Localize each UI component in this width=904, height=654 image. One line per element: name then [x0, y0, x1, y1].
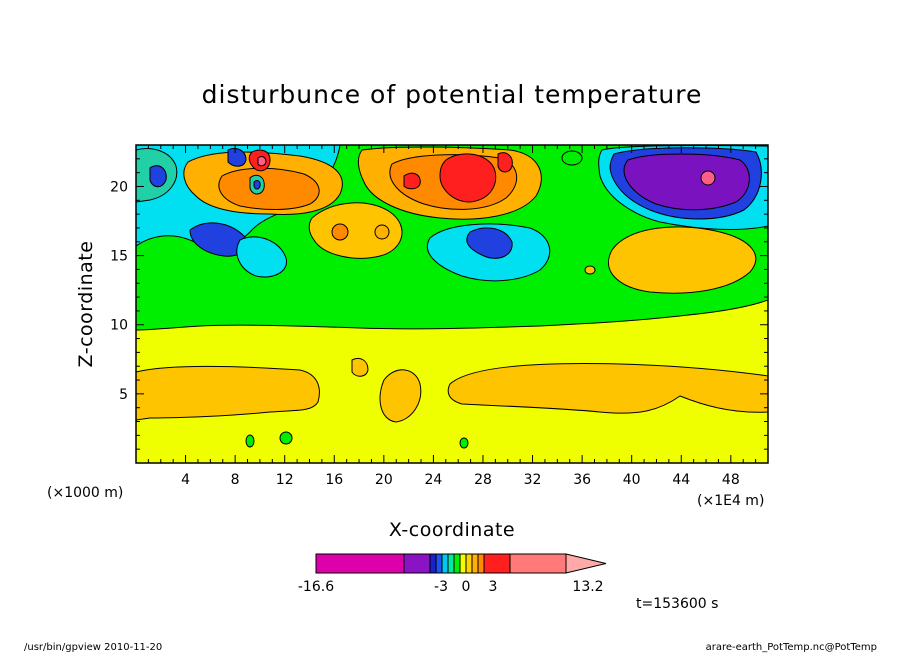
colorbar-segment — [483, 553, 511, 574]
field-blue-left-top — [227, 147, 247, 167]
colorbar-segment — [403, 553, 431, 574]
colorbar-segment — [459, 553, 467, 574]
field-gold-band-left — [136, 366, 320, 421]
field-orange-dot — [331, 223, 349, 241]
field-gold-right-upper — [608, 226, 757, 294]
x-tick-label: 28 — [474, 472, 492, 488]
field-orange-dot — [374, 224, 390, 240]
x-unit-right: (×1E4 m) — [697, 493, 764, 509]
field-blue-left-ring — [253, 180, 261, 190]
x-tick-label: 16 — [325, 472, 343, 488]
field-cyan-lobe — [236, 236, 288, 278]
field-gold-mid-left — [308, 202, 403, 259]
colorbar-mid-label: -3 — [434, 579, 448, 595]
x-tick-label: 8 — [231, 472, 240, 488]
colorbar-segment — [453, 553, 461, 574]
field-blue-left-edge — [149, 165, 167, 188]
x-tick-label: 12 — [276, 472, 294, 488]
y-tick-label: 20 — [110, 179, 128, 195]
plot-frame — [135, 144, 769, 464]
colorbar-segment — [435, 553, 443, 574]
field-pink-left — [257, 156, 267, 167]
colorbar-max-label: 13.2 — [572, 579, 603, 595]
colorbar-mid-labels: -3 0 3 — [434, 579, 497, 595]
y-tick-label: 15 — [110, 249, 128, 265]
colorbar-segment — [441, 553, 449, 574]
x-axis-label: X-coordinate — [389, 519, 515, 541]
field-gold-blob-center — [379, 369, 422, 423]
x-tick-label: 24 — [424, 472, 442, 488]
field-red-center-small — [403, 172, 421, 190]
field-gold-dot — [584, 265, 596, 275]
field-orange-left — [218, 167, 320, 210]
x-tick-label: 4 — [181, 472, 190, 488]
colorbar-mid-label: 3 — [489, 579, 498, 595]
y-tick-label: 10 — [110, 318, 128, 334]
field-green-dot — [279, 431, 293, 445]
x-tick-label: 48 — [722, 472, 740, 488]
colorbar-segment — [447, 553, 455, 574]
field-pink-dot — [700, 170, 716, 186]
colorbar-segment — [471, 553, 479, 574]
y-axis-label: Z-coordinate — [75, 241, 97, 368]
footer-left: /usr/bin/gpview 2010-11-20 — [24, 642, 162, 653]
colorbar-min-label: -16.6 — [298, 579, 334, 595]
chart-title: disturbunce of potential temperature — [202, 80, 703, 109]
y-tick-label: 5 — [119, 387, 128, 403]
colorbar-segment — [315, 553, 405, 574]
x-tick-label: 44 — [672, 472, 690, 488]
field-green-dot — [245, 434, 255, 448]
field-red-center-right — [497, 152, 513, 173]
colorbar-mid-label: 0 — [462, 579, 471, 595]
field-gold-blob-small — [351, 357, 369, 377]
x-tick-label: 40 — [623, 472, 641, 488]
field-purple-upper-right — [623, 153, 750, 211]
x-tick-label: 36 — [573, 472, 591, 488]
colorbar-segment — [465, 553, 473, 574]
time-label: t=153600 s — [636, 596, 718, 612]
x-unit-left: (×1000 m) — [47, 485, 123, 501]
colorbar — [315, 553, 607, 574]
field-green-dot — [459, 437, 469, 449]
field-gold-band-right — [447, 363, 768, 414]
field-blue-center — [466, 227, 513, 259]
plot-area — [136, 145, 768, 463]
field-red-center — [439, 153, 497, 203]
x-tick-label: 32 — [524, 472, 542, 488]
x-tick-label: 20 — [375, 472, 393, 488]
colorbar-segment — [429, 553, 437, 574]
footer-right: arare-earth_PotTemp.nc@PotTemp — [706, 642, 877, 653]
field-teal-dot — [561, 150, 583, 166]
colorbar-arrow — [565, 553, 607, 574]
colorbar-segment — [477, 553, 485, 574]
colorbar-segment — [509, 553, 567, 574]
